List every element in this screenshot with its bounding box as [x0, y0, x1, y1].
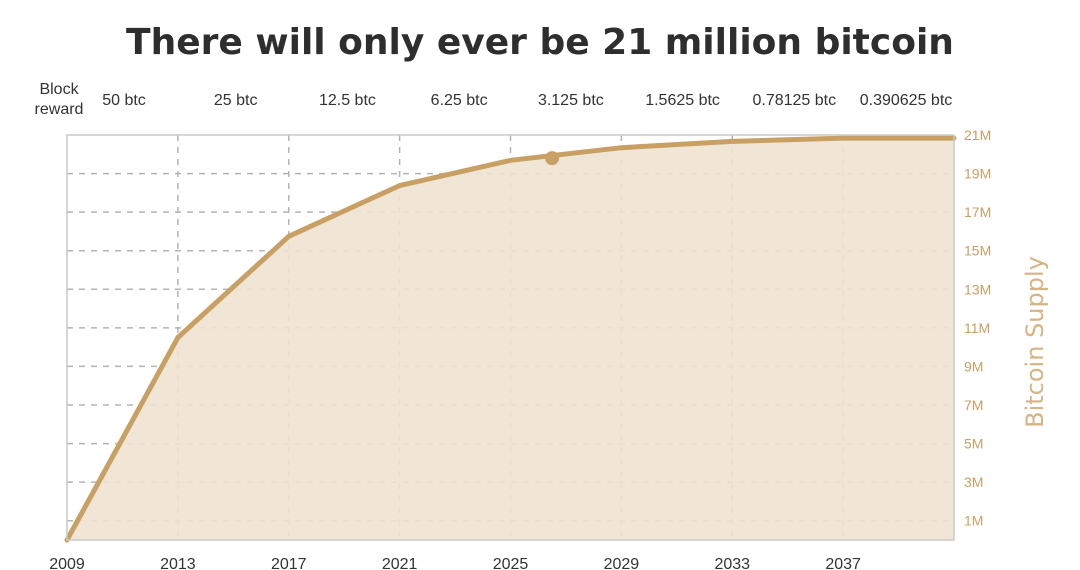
- chart-title: There will only ever be 21 million bitco…: [126, 22, 954, 63]
- block-reward-label-line2: reward: [35, 101, 84, 118]
- block-reward-value: 12.5 btc: [319, 92, 376, 109]
- block-reward-value: 3.125 btc: [538, 92, 604, 109]
- x-tick-label: 2017: [271, 556, 307, 570]
- block-reward-value: 50 btc: [102, 92, 146, 109]
- y-tick-label: 17M: [964, 204, 991, 220]
- block-reward-row: Block reward 50 btc 25 btc 12.5 btc 6.25 bt…: [35, 81, 953, 118]
- block-reward-values: 50 btc 25 btc 12.5 btc 6.25 btc 3.125 btc 1.5…: [102, 92, 952, 109]
- x-tick-label: 2021: [382, 556, 418, 570]
- block-reward-value: 25 btc: [214, 92, 258, 109]
- plot-frame: [66, 134, 955, 541]
- x-tick-label: 2009: [49, 556, 85, 570]
- block-reward-value: 1.5625 btc: [645, 92, 720, 109]
- y-axis-label: Bitcoin Supply: [1021, 256, 1049, 428]
- y-axis-ticks: 1M 3M 5M 7M 9M 11M 13M 15M 17M 19M 21M: [964, 127, 991, 529]
- y-tick-label: 3M: [964, 474, 983, 490]
- y-tick-label: 19M: [964, 166, 991, 182]
- x-tick-label: 2029: [604, 556, 640, 570]
- block-reward-value: 0.78125 btc: [752, 92, 836, 109]
- block-reward-label-line1: Block: [39, 81, 79, 98]
- x-tick-label: 2025: [493, 556, 529, 570]
- plot-area: [64, 134, 957, 543]
- y-tick-label: 21M: [964, 127, 991, 143]
- supply-line: [64, 135, 957, 543]
- x-tick-label: 2037: [825, 556, 861, 570]
- x-tick-label: 2033: [714, 556, 750, 570]
- x-tick-label: 2013: [160, 556, 196, 570]
- x-axis-ticks: 2009 2013 2017 2021 2025 2029 2033 2037: [49, 556, 861, 570]
- y-tick-label: 13M: [964, 281, 991, 297]
- block-reward-value: 6.25 btc: [431, 92, 488, 109]
- y-tick-label: 1M: [964, 513, 983, 529]
- y-tick-label: 15M: [964, 243, 991, 259]
- y-tick-label: 9M: [964, 358, 983, 374]
- block-reward-value: 0.390625 btc: [860, 92, 953, 109]
- y-tick-label: 5M: [964, 436, 983, 452]
- y-tick-label: 11M: [964, 320, 990, 336]
- current-supply-marker: [545, 151, 560, 166]
- y-tick-label: 7M: [964, 397, 983, 413]
